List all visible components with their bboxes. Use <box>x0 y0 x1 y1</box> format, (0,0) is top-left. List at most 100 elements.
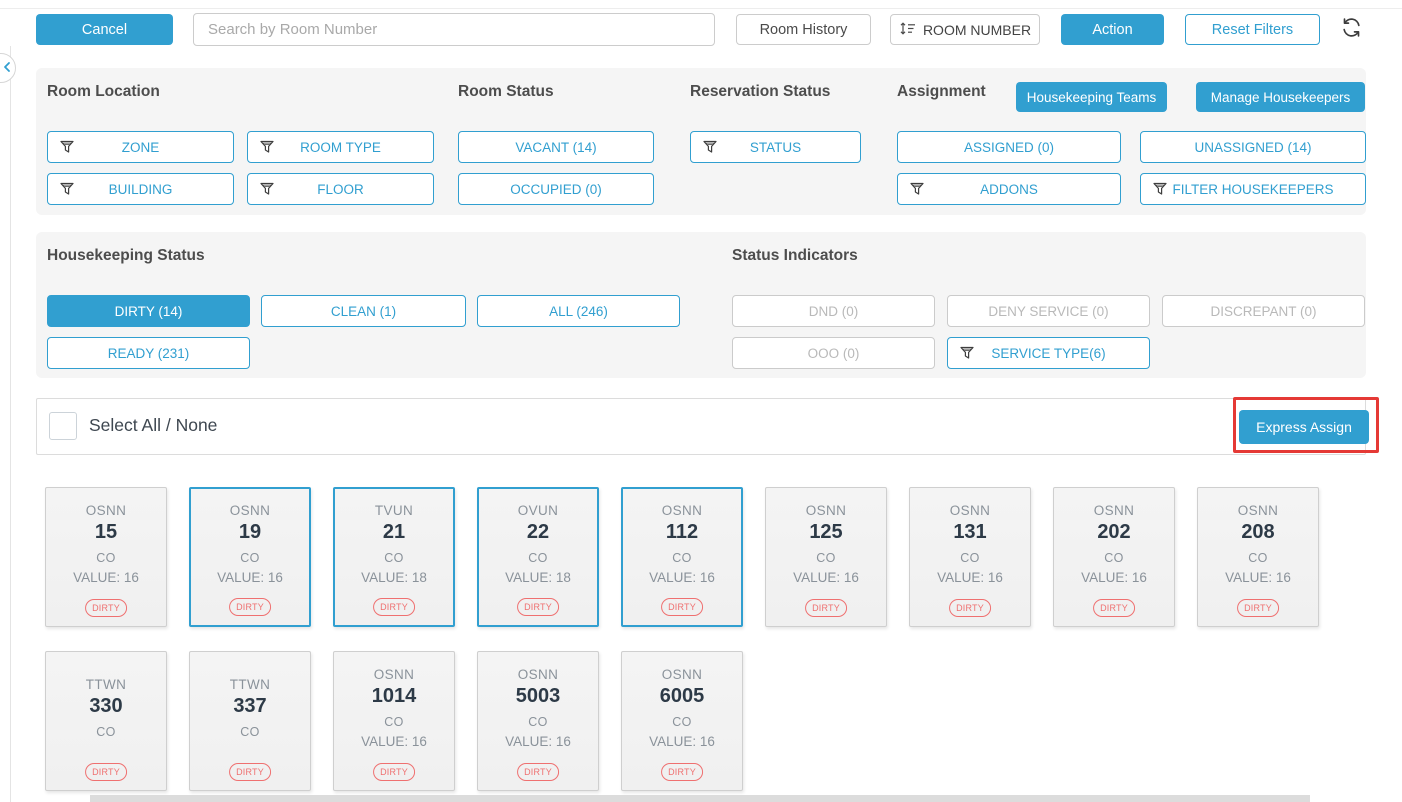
dirty-filter-button[interactable]: DIRTY (14) <box>47 295 250 327</box>
room-occupancy-code: CO <box>672 551 692 565</box>
room-card[interactable]: OSNN 112 CO VALUE: 16 DIRTY <box>621 487 743 627</box>
select-all-label: Select All / None <box>89 415 218 435</box>
assigned-filter-button[interactable]: ASSIGNED (0) <box>897 131 1121 163</box>
room-type-filter-label: ROOM TYPE <box>300 139 381 155</box>
room-value: VALUE: 18 <box>505 570 571 585</box>
dirty-status-badge: DIRTY <box>85 599 127 617</box>
dirty-status-badge: DIRTY <box>229 763 271 781</box>
dirty-status-badge: DIRTY <box>373 763 415 781</box>
filter-housekeepers-button[interactable]: FILTER HOUSEKEEPERS <box>1140 173 1366 205</box>
ready-filter-button[interactable]: READY (231) <box>47 337 250 369</box>
building-filter-label: BUILDING <box>108 181 173 197</box>
room-value: VALUE: 16 <box>361 734 427 749</box>
room-occupancy-code: CO <box>672 715 692 729</box>
room-number: 112 <box>665 521 699 543</box>
room-card[interactable]: OVUN 22 CO VALUE: 18 DIRTY <box>477 487 599 627</box>
room-card[interactable]: OSNN 208 CO VALUE: 16 DIRTY <box>1197 487 1319 627</box>
room-type-code: OSNN <box>85 503 127 518</box>
floor-filter-label: FLOOR <box>317 181 364 197</box>
action-button[interactable]: Action <box>1061 14 1164 45</box>
dirty-status-badge: DIRTY <box>517 763 559 781</box>
dirty-status-badge: DIRTY <box>1093 599 1135 617</box>
building-filter-button[interactable]: BUILDING <box>47 173 234 205</box>
room-card[interactable]: OSNN 15 CO VALUE: 16 DIRTY <box>45 487 167 627</box>
room-card[interactable]: OSNN 1014 CO VALUE: 16 DIRTY <box>333 651 455 791</box>
room-value: VALUE: 18 <box>361 570 427 585</box>
room-occupancy-code: CO <box>96 725 116 739</box>
dirty-status-badge: DIRTY <box>661 598 703 616</box>
cancel-button[interactable]: Cancel <box>36 14 173 45</box>
room-type-filter-button[interactable]: ROOM TYPE <box>247 131 434 163</box>
room-location-title: Room Location <box>47 83 160 100</box>
reset-filters-button[interactable]: Reset Filters <box>1185 14 1320 45</box>
dirty-status-badge: DIRTY <box>85 763 127 781</box>
filters-panel: Room Location Room Status Reservation St… <box>36 68 1366 215</box>
room-type-code: TTWN <box>229 677 271 692</box>
funnel-icon <box>703 140 717 154</box>
room-grid: OSNN 15 CO VALUE: 16 DIRTY OSNN 19 CO VA… <box>45 487 1365 791</box>
deny-service-indicator-button[interactable]: DENY SERVICE (0) <box>947 295 1150 327</box>
room-type-code: OSNN <box>1237 503 1279 518</box>
room-occupancy-code: CO <box>816 551 836 565</box>
select-all-bar: Select All / None Express Assign <box>36 397 1379 455</box>
room-card[interactable]: OSNN 19 CO VALUE: 16 DIRTY <box>189 487 311 627</box>
room-number: 131 <box>953 521 987 543</box>
room-type-code: OVUN <box>517 503 559 518</box>
room-value: VALUE: 16 <box>793 570 859 585</box>
room-type-code: TTWN <box>85 677 127 692</box>
occupied-filter-button[interactable]: OCCUPIED (0) <box>458 173 654 205</box>
room-history-button[interactable]: Room History <box>736 14 871 45</box>
service-type-filter-label: SERVICE TYPE(6) <box>991 345 1106 361</box>
service-type-filter-button[interactable]: SERVICE TYPE(6) <box>947 337 1150 369</box>
room-number: 15 <box>94 521 118 543</box>
discrepant-indicator-button[interactable]: DISCREPANT (0) <box>1162 295 1365 327</box>
zone-filter-button[interactable]: ZONE <box>47 131 234 163</box>
room-card[interactable]: TTWN 337 CO DIRTY <box>189 651 311 791</box>
funnel-icon <box>260 182 274 196</box>
bottom-bar <box>90 795 1310 802</box>
room-card[interactable]: OSNN 202 CO VALUE: 16 DIRTY <box>1053 487 1175 627</box>
chevron-left-icon <box>1 61 13 76</box>
collapse-panel-button[interactable] <box>0 53 16 83</box>
room-value: VALUE: 16 <box>649 570 715 585</box>
room-occupancy-code: CO <box>96 551 116 565</box>
manage-housekeepers-button[interactable]: Manage Housekeepers <box>1196 82 1365 112</box>
room-number: 125 <box>809 521 843 543</box>
unassigned-filter-button[interactable]: UNASSIGNED (14) <box>1140 131 1366 163</box>
room-type-code: TVUN <box>374 503 414 518</box>
addons-filter-button[interactable]: ADDONS <box>897 173 1121 205</box>
room-type-code: OSNN <box>1093 503 1135 518</box>
room-number: 6005 <box>659 685 705 707</box>
search-input[interactable] <box>193 13 715 46</box>
room-card[interactable]: OSNN 6005 CO VALUE: 16 DIRTY <box>621 651 743 791</box>
room-value: VALUE: 16 <box>937 570 1003 585</box>
room-occupancy-code: CO <box>528 715 548 729</box>
select-all-checkbox[interactable] <box>49 412 77 440</box>
housekeeping-teams-button[interactable]: Housekeeping Teams <box>1016 82 1167 112</box>
room-card[interactable]: TTWN 330 CO DIRTY <box>45 651 167 791</box>
all-filter-button[interactable]: ALL (246) <box>477 295 680 327</box>
sort-room-number-button[interactable]: ROOM NUMBER <box>890 14 1040 45</box>
filter-housekeepers-label: FILTER HOUSEKEEPERS <box>1172 181 1334 197</box>
room-card[interactable]: OSNN 5003 CO VALUE: 16 DIRTY <box>477 651 599 791</box>
funnel-icon <box>60 182 74 196</box>
vacant-filter-button[interactable]: VACANT (14) <box>458 131 654 163</box>
floor-filter-button[interactable]: FLOOR <box>247 173 434 205</box>
housekeeping-status-title: Housekeeping Status <box>47 247 205 264</box>
addons-filter-label: ADDONS <box>980 181 1038 197</box>
room-value: VALUE: 16 <box>73 570 139 585</box>
reservation-status-title: Reservation Status <box>690 83 831 100</box>
dirty-status-badge: DIRTY <box>805 599 847 617</box>
express-assign-button[interactable]: Express Assign <box>1239 410 1369 444</box>
status-filter-button[interactable]: STATUS <box>690 131 861 163</box>
ooo-indicator-button[interactable]: OOO (0) <box>732 337 935 369</box>
room-type-code: OSNN <box>661 667 703 682</box>
clean-filter-button[interactable]: CLEAN (1) <box>261 295 466 327</box>
refresh-icon[interactable] <box>1338 16 1364 42</box>
room-card[interactable]: OSNN 125 CO VALUE: 16 DIRTY <box>765 487 887 627</box>
dirty-status-badge: DIRTY <box>517 598 559 616</box>
room-card[interactable]: OSNN 131 CO VALUE: 16 DIRTY <box>909 487 1031 627</box>
room-card[interactable]: TVUN 21 CO VALUE: 18 DIRTY <box>333 487 455 627</box>
dnd-indicator-button[interactable]: DND (0) <box>732 295 935 327</box>
assignment-title: Assignment <box>897 83 986 100</box>
